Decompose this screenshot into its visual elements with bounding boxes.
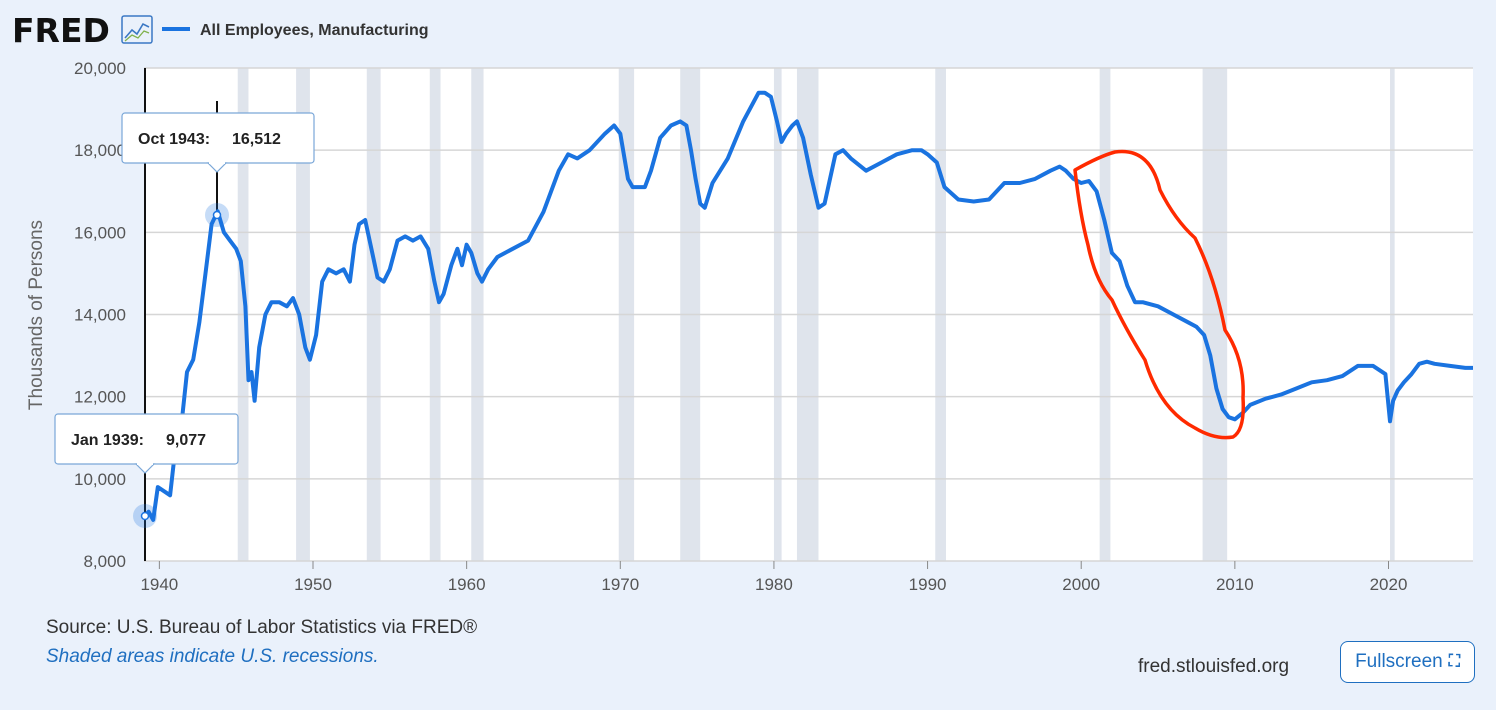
x-tick-label: 1970 [601,575,639,594]
y-tick-label: 10,000 [74,470,126,489]
marker-jan-1939[interactable] [133,504,157,528]
y-tick-label: 20,000 [74,59,126,78]
tooltip-oct-1943: Oct 1943: 16,512 [121,112,315,173]
x-tick-label: 2020 [1370,575,1408,594]
recession-note: Shaded areas indicate U.S. recessions. [46,646,379,667]
y-axis-title: Thousands of Persons [26,220,47,410]
x-tick-label: 1990 [909,575,947,594]
y-axis: 8,000 10,000 12,000 14,000 16,000 18,000 20,00… [74,59,126,571]
y-tick-label: 16,000 [74,223,126,242]
x-tick-label: 1950 [294,575,332,594]
fred-logo-text: FRED [12,11,110,50]
x-axis: 1940 1950 1960 1970 1980 1990 2000 2010 2020 [140,561,1407,594]
y-tick-label: 12,000 [74,388,126,407]
legend-label: All Employees, Manufacturing [200,22,428,39]
x-tick-label: 1960 [448,575,486,594]
x-tick-label: 1980 [755,575,793,594]
y-tick-label: 14,000 [74,306,126,325]
site-url[interactable]: fred.stlouisfed.org [1138,656,1290,677]
y-tick-label: 18,000 [74,141,126,160]
x-tick-label: 1940 [140,575,178,594]
fred-logo[interactable]: FRED [12,11,153,50]
series-line-manufacturing[interactable] [142,90,1473,522]
marker-oct-1943[interactable] [205,203,229,227]
source-note: Source: U.S. Bureau of Labor Statistics … [46,617,478,638]
tooltip-value: 9,077 [166,432,206,449]
tooltip-jan-1939: Jan 1939: 9,077 [54,413,239,474]
x-tick-label: 2000 [1062,575,1100,594]
fullscreen-button[interactable]: Fullscreen ⛶ [1340,641,1475,683]
y-gridlines [144,67,1473,562]
x-tick-label: 2010 [1216,575,1254,594]
expand-icon: ⛶ [1448,653,1460,670]
y-tick-label: 8,000 [83,552,126,571]
fullscreen-label: Fullscreen [1355,651,1443,672]
tooltip-value: 16,512 [232,131,281,148]
chart-graph-icon [121,15,153,44]
red-annotation-outline [1073,149,1246,440]
tooltip-date: Oct 1943: [138,131,210,148]
tooltip-date: Jan 1939: [71,432,144,449]
